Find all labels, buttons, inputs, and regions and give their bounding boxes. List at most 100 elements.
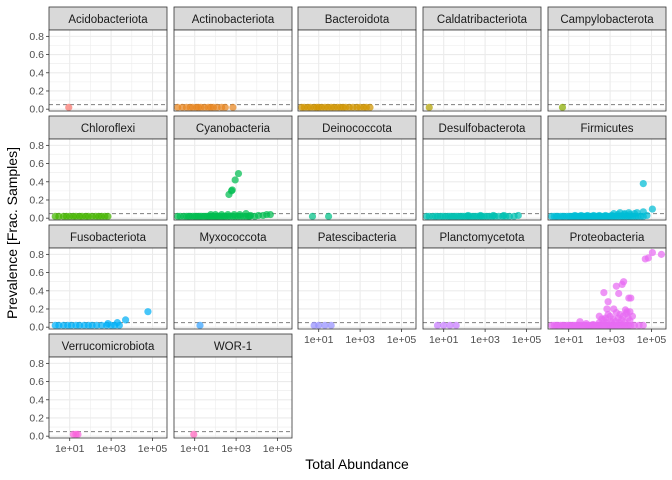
- y-tick-label: 0.2: [29, 412, 44, 424]
- y-tick-label: 0.6: [29, 376, 44, 388]
- data-point: [74, 430, 82, 438]
- data-point: [648, 205, 656, 213]
- panel-actinobacteriota: Actinobacteriota: [173, 6, 293, 112]
- data-point: [230, 210, 238, 219]
- panel-desulfobacterota: Desulfobacterota: [422, 115, 542, 221]
- panel-bg-acidobacteriota: [49, 30, 167, 111]
- data-point: [583, 211, 592, 220]
- data-point: [93, 321, 101, 329]
- strip-label-cyanobacteria: Cyanobacteria: [196, 123, 271, 135]
- y-axis-title: Prevalence [Frac. Samples]: [4, 147, 20, 319]
- data-point: [236, 210, 244, 219]
- y-tick-label: 0.6: [29, 267, 44, 279]
- y-tick-label: 0.6: [29, 49, 44, 61]
- panel-bg-caldatribacteriota: [423, 30, 541, 111]
- data-point: [229, 103, 237, 111]
- x-tick-label: 1e+01: [554, 334, 584, 346]
- data-point: [315, 321, 323, 329]
- data-point: [590, 211, 598, 220]
- data-point: [440, 321, 448, 329]
- data-point: [452, 321, 460, 329]
- strip-label-bacteroidota: Bacteroidota: [325, 14, 390, 26]
- data-point: [639, 321, 647, 329]
- panel-bacteroidota: Bacteroidota: [297, 6, 417, 112]
- y-tick-label: 0.4: [29, 285, 44, 297]
- data-point: [321, 321, 329, 329]
- x-tick-label: 1e+05: [512, 334, 542, 346]
- panels-layer: Acidobacteriota 0.0 0.2 0.4 0.6 0.8 Actinobact…: [29, 6, 667, 455]
- panel-border-bacteroidota: [297, 29, 417, 112]
- data-point: [639, 208, 647, 216]
- x-tick-label: 1e+03: [470, 334, 500, 346]
- panel-deinococcota: Deinococcota: [297, 115, 417, 221]
- panel-bg-bacteroidota: [298, 30, 416, 111]
- data-point: [514, 211, 522, 220]
- data-point: [610, 305, 618, 313]
- panel-bg-deinococcota: [298, 139, 416, 220]
- data-point: [604, 310, 612, 319]
- y-tick-label: 0.4: [29, 394, 44, 406]
- data-point: [600, 288, 608, 297]
- data-point: [425, 103, 433, 111]
- strip-label-verrucomicrobiota: Verrucomicrobiota: [62, 341, 155, 353]
- x-tick-label: 1e+01: [304, 334, 334, 346]
- panel-border-desulfobacterota: [422, 138, 542, 221]
- data-point: [639, 179, 647, 188]
- data-point: [327, 321, 335, 329]
- panel-bg-verrucomicrobiota: [49, 357, 167, 438]
- panel-caldatribacteriota: Caldatribacteriota: [422, 6, 542, 112]
- y-tick-label: 0.8: [29, 249, 44, 261]
- data-point: [657, 250, 666, 258]
- x-tick-label: 1e+05: [637, 334, 667, 346]
- data-point: [104, 319, 112, 328]
- x-tick-label: 1e+05: [263, 443, 293, 455]
- x-tick-label: 1e+03: [595, 334, 625, 346]
- data-point: [610, 210, 618, 218]
- x-axis-title: Total Abundance: [305, 456, 409, 472]
- panel-border-fusobacteriota: [48, 247, 168, 330]
- strip-label-desulfobacterota: Desulfobacterota: [439, 123, 527, 135]
- y-tick-label: 0.0: [29, 322, 44, 334]
- panel-cyanobacteria: Cyanobacteria: [173, 115, 293, 221]
- data-point: [224, 210, 232, 219]
- y-tick-label: 0.0: [29, 431, 44, 443]
- data-point: [144, 308, 152, 316]
- strip-label-deinococcota: Deinococcota: [322, 123, 392, 135]
- data-point: [589, 320, 597, 329]
- data-point: [625, 209, 633, 217]
- panel-wor-1: WOR-1 1e+01 1e+03 1e+05: [173, 333, 293, 455]
- panel-border-patescibacteria: [297, 247, 417, 330]
- data-point: [576, 318, 584, 326]
- x-tick-label: 1e+05: [387, 334, 417, 346]
- data-point: [476, 211, 485, 220]
- data-point: [366, 103, 374, 111]
- data-point: [211, 210, 220, 219]
- panel-campylobacterota: Campylobacterota: [547, 6, 667, 112]
- data-point: [644, 254, 652, 262]
- panel-border-actinobacteriota: [173, 29, 293, 112]
- panel-bg-firmicutes: [548, 139, 666, 220]
- x-tick-label: 1e+01: [55, 443, 85, 455]
- panel-border-chloroflexi: [48, 138, 168, 221]
- data-point: [308, 212, 317, 220]
- panel-border-firmicutes: [547, 138, 667, 221]
- panel-bg-desulfobacterota: [423, 139, 541, 220]
- y-tick-label: 0.0: [29, 213, 44, 225]
- strip-label-campylobacterota: Campylobacterota: [560, 14, 654, 26]
- x-tick-label: 1e+01: [180, 443, 210, 455]
- panel-border-proteobacteria: [547, 247, 667, 330]
- data-point: [113, 319, 121, 327]
- x-tick-label: 1e+05: [138, 443, 168, 455]
- panel-bg-fusobacteriota: [49, 248, 167, 329]
- panel-border-wor-1: [173, 356, 293, 439]
- data-point: [558, 103, 567, 111]
- data-point: [228, 186, 236, 194]
- data-point: [266, 210, 274, 219]
- y-tick-label: 0.0: [29, 104, 44, 116]
- strip-label-chloroflexi: Chloroflexi: [81, 123, 135, 135]
- panel-border-acidobacteriota: [48, 29, 168, 112]
- data-point: [324, 212, 333, 220]
- x-tick-label: 1e+03: [96, 443, 126, 455]
- data-point: [577, 211, 585, 220]
- strip-label-proteobacteria: Proteobacteria: [570, 232, 645, 244]
